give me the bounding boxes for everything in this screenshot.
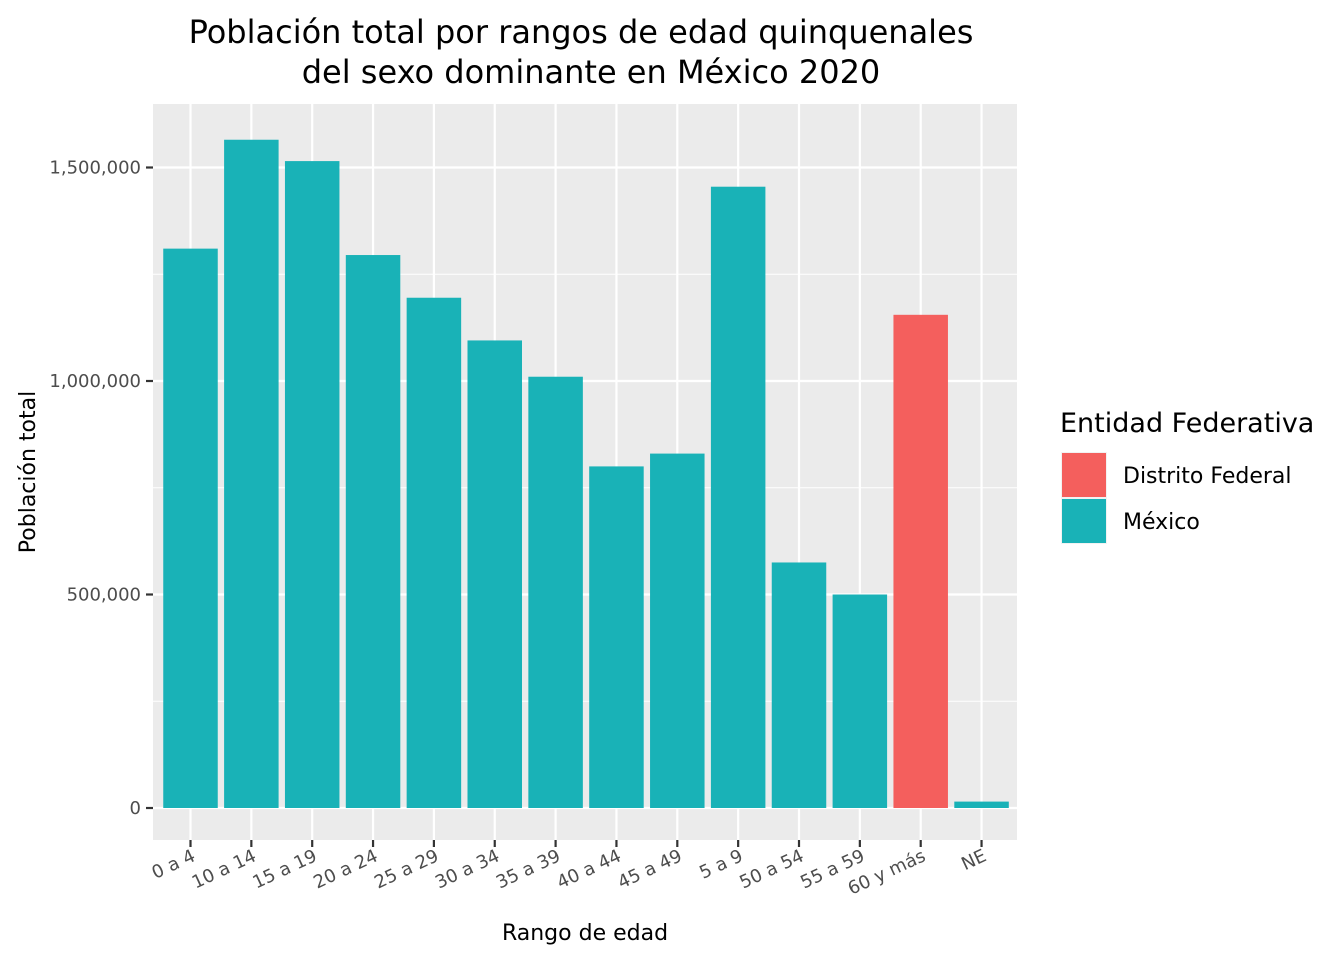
y-axis: 0 500,000 1,000,000 1,500,000 <box>49 158 153 819</box>
y-tick-label: 1,000,000 <box>49 371 141 392</box>
bars <box>163 139 1009 809</box>
x-tick-label: 25 a 29 <box>371 845 442 893</box>
bar-8 <box>650 453 705 808</box>
bar-13 <box>954 801 1009 808</box>
y-tick-label: 500,000 <box>67 585 141 606</box>
x-axis-title: Rango de edad <box>502 921 668 946</box>
x-tick-label: 45 a 49 <box>615 845 686 893</box>
bar-4 <box>406 297 462 808</box>
x-tick-label: 35 a 39 <box>493 845 564 893</box>
bar-3 <box>345 255 401 808</box>
x-tick-label: 30 a 34 <box>432 845 503 893</box>
legend-label-0: Distrito Federal <box>1123 464 1292 489</box>
y-tick-label: 1,500,000 <box>49 158 141 179</box>
bar-10 <box>771 562 827 808</box>
chart-subtitle: del sexo dominante en México 2020 <box>302 53 881 91</box>
bar-1 <box>224 139 279 808</box>
x-tick-label: 40 a 44 <box>554 845 625 893</box>
legend-label-1: México <box>1123 510 1200 535</box>
chart-title: Población total por rangos de edad quinq… <box>189 13 974 51</box>
x-tick-label: 20 a 24 <box>310 845 381 893</box>
x-tick-label: 10 a 14 <box>189 845 260 893</box>
legend-swatch-1 <box>1062 499 1106 543</box>
bar-9 <box>710 186 766 809</box>
bar-5 <box>467 340 522 808</box>
bar-7 <box>589 466 644 808</box>
x-tick-label: 50 a 54 <box>736 845 807 893</box>
plot-panel <box>153 104 1017 840</box>
bar-6 <box>528 376 583 808</box>
bar-2 <box>284 161 340 809</box>
legend-title: Entidad Federativa <box>1060 408 1314 439</box>
x-tick-label: NE <box>958 845 989 875</box>
bar-12 <box>893 314 948 808</box>
legend: Entidad Federativa Distrito Federal Méxic… <box>1060 408 1314 544</box>
y-axis-title: Población total <box>16 391 41 553</box>
bar-11 <box>832 594 888 808</box>
bar-0 <box>163 248 218 808</box>
y-tick-label: 0 <box>130 798 141 819</box>
x-tick-label: 15 a 19 <box>250 845 321 893</box>
legend-swatch-0 <box>1062 453 1106 497</box>
